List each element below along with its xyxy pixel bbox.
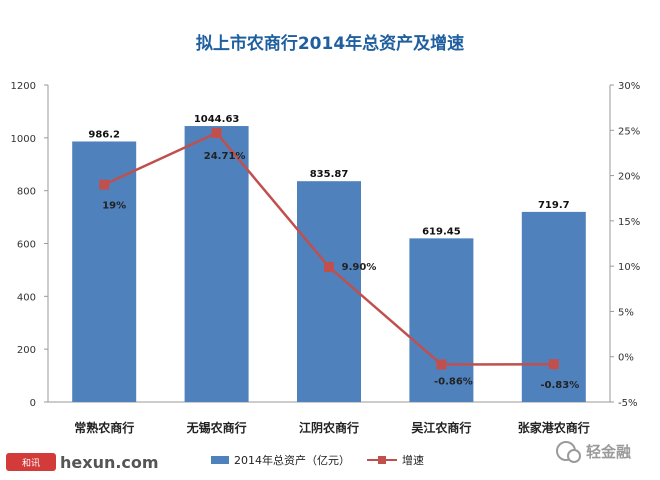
hexun-site-text: hexun.com: [60, 453, 159, 472]
left-tick-label: 800: [17, 187, 36, 198]
category-label: 江阴农商行: [299, 420, 359, 435]
legend: 2014年总资产（亿元） 增速: [211, 453, 424, 467]
left-tick-label: 1000: [11, 134, 36, 145]
legend-bar-swatch: [211, 456, 229, 464]
chart-title: 拟上市农商行2014年总资产及增速: [196, 33, 464, 54]
qingjinrong-text: 轻金融: [586, 443, 631, 461]
bar-series: 986.2 1044.63 835.87 619.45 719.7: [72, 114, 586, 403]
category-label: 无锡农商行: [186, 420, 247, 435]
right-tick-label: 15%: [618, 217, 640, 228]
bar-value-label: 719.7: [538, 200, 570, 211]
legend-bar-label: 2014年总资产（亿元）: [234, 453, 350, 467]
right-axis-ticks: -5% 0% 5% 10% 15% 20% 25% 30%: [610, 81, 640, 409]
right-tick-label: 10%: [618, 262, 640, 273]
bar-value-label: 986.2: [88, 129, 120, 140]
hexun-logo-badge: [6, 453, 56, 471]
category-label: 常熟农商行: [74, 420, 134, 435]
bar-value-label: 835.87: [310, 169, 349, 180]
category-labels: 常熟农商行 无锡农商行 江阴农商行 吴江农商行 张家港农商行: [74, 420, 590, 435]
right-tick-label: 5%: [618, 307, 634, 318]
growth-value-label: 24.71%: [204, 151, 246, 162]
right-tick-label: -5%: [618, 398, 637, 409]
bar: [184, 126, 249, 402]
category-label: 吴江农商行: [411, 420, 471, 435]
right-tick-label: 20%: [618, 172, 640, 183]
growth-value-label: 19%: [102, 201, 126, 212]
growth-value-label: 9.90%: [342, 262, 377, 273]
growth-value-label: -0.83%: [540, 380, 579, 391]
left-tick-label: 400: [17, 292, 36, 303]
left-tick-label: 0: [30, 398, 36, 409]
growth-marker: [548, 359, 559, 370]
right-tick-label: 0%: [618, 353, 634, 364]
growth-marker: [99, 179, 110, 190]
hexun-logo-text: 和讯: [22, 458, 40, 469]
line-point-labels: 19% 24.71% 9.90% -0.86% -0.83%: [102, 151, 579, 391]
legend-line-label: 增速: [402, 453, 424, 467]
right-tick-label: 25%: [618, 126, 640, 137]
qingjinrong-watermark: 轻金融: [556, 441, 631, 463]
left-tick-label: 200: [17, 345, 36, 356]
growth-marker: [436, 359, 447, 370]
bar: [297, 181, 361, 402]
left-tick-label: 1200: [11, 81, 36, 92]
bar-value-label: 1044.63: [194, 114, 240, 125]
line-series: [99, 127, 559, 370]
growth-value-label: -0.86%: [434, 377, 473, 388]
legend-line-marker: [378, 456, 386, 464]
right-tick-label: 30%: [618, 81, 640, 92]
bar: [521, 211, 586, 402]
wechat-icon-inner: [567, 449, 581, 463]
left-axis-ticks: 0 200 400 600 800 1000 1200: [11, 81, 48, 409]
growth-marker: [324, 262, 334, 273]
bar-value-label: 619.45: [422, 226, 461, 237]
growth-marker: [211, 127, 222, 138]
left-tick-label: 600: [17, 240, 36, 251]
bar: [409, 238, 474, 402]
hexun-watermark: 和讯 hexun.com: [6, 453, 159, 472]
category-label: 张家港农商行: [518, 420, 590, 435]
